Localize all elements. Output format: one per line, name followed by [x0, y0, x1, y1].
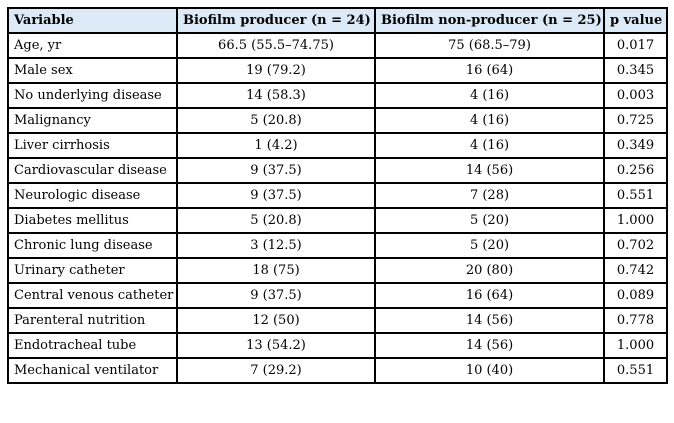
cell-producer: 12 (50) [176, 307, 376, 334]
table-row: Central venous catheter 9 (37.5) 16 (64)… [7, 282, 668, 309]
cell-non-producer: 4 (16) [374, 82, 605, 109]
cell-producer: 7 (29.2) [176, 357, 376, 384]
cell-variable: Chronic lung disease [7, 232, 178, 259]
table-row: Urinary catheter 18 (75) 20 (80) 0.742 [7, 257, 668, 284]
cell-non-producer: 10 (40) [374, 357, 605, 384]
cell-non-producer: 16 (64) [374, 282, 605, 309]
cell-producer: 3 (12.5) [176, 232, 376, 259]
cell-variable: Male sex [7, 57, 178, 84]
cell-variable: Parenteral nutrition [7, 307, 178, 334]
cell-producer: 66.5 (55.5–74.75) [176, 32, 376, 59]
cell-variable: Central venous catheter [7, 282, 178, 309]
cell-p-value: 0.742 [603, 257, 668, 284]
cell-non-producer: 4 (16) [374, 132, 605, 159]
table-row: Liver cirrhosis 1 (4.2) 4 (16) 0.349 [7, 132, 668, 159]
cell-non-producer: 14 (56) [374, 332, 605, 359]
cell-non-producer: 4 (16) [374, 107, 605, 134]
cell-non-producer: 16 (64) [374, 57, 605, 84]
cell-producer: 1 (4.2) [176, 132, 376, 159]
cell-p-value: 0.089 [603, 282, 668, 309]
cell-p-value: 0.017 [603, 32, 668, 59]
header-p-value: p value [603, 7, 668, 34]
cell-variable: Malignancy [7, 107, 178, 134]
cell-non-producer: 5 (20) [374, 232, 605, 259]
cell-variable: Age, yr [7, 32, 178, 59]
cell-p-value: 0.551 [603, 357, 668, 384]
cell-p-value: 0.778 [603, 307, 668, 334]
cell-producer: 9 (37.5) [176, 282, 376, 309]
table-row: Neurologic disease 9 (37.5) 7 (28) 0.551 [7, 182, 668, 209]
cell-producer: 5 (20.8) [176, 107, 376, 134]
cell-producer: 9 (37.5) [176, 182, 376, 209]
cell-producer: 18 (75) [176, 257, 376, 284]
table-row: Age, yr 66.5 (55.5–74.75) 75 (68.5–79) 0… [7, 32, 668, 59]
cell-non-producer: 20 (80) [374, 257, 605, 284]
cell-non-producer: 5 (20) [374, 207, 605, 234]
comparison-table: Variable Biofilm producer (n = 24) Biofi… [7, 7, 668, 384]
table-row: Malignancy 5 (20.8) 4 (16) 0.725 [7, 107, 668, 134]
header-biofilm-non-producer: Biofilm non-producer (n = 25) [374, 7, 605, 34]
cell-non-producer: 75 (68.5–79) [374, 32, 605, 59]
cell-p-value: 0.349 [603, 132, 668, 159]
cell-p-value: 0.256 [603, 157, 668, 184]
cell-variable: Urinary catheter [7, 257, 178, 284]
cell-producer: 9 (37.5) [176, 157, 376, 184]
cell-p-value: 0.003 [603, 82, 668, 109]
table-row: Diabetes mellitus 5 (20.8) 5 (20) 1.000 [7, 207, 668, 234]
cell-p-value: 1.000 [603, 207, 668, 234]
cell-non-producer: 14 (56) [374, 157, 605, 184]
cell-producer: 5 (20.8) [176, 207, 376, 234]
table-row: No underlying disease 14 (58.3) 4 (16) 0… [7, 82, 668, 109]
cell-p-value: 1.000 [603, 332, 668, 359]
table-row: Cardiovascular disease 9 (37.5) 14 (56) … [7, 157, 668, 184]
cell-producer: 13 (54.2) [176, 332, 376, 359]
table-row: Parenteral nutrition 12 (50) 14 (56) 0.7… [7, 307, 668, 334]
cell-producer: 14 (58.3) [176, 82, 376, 109]
cell-producer: 19 (79.2) [176, 57, 376, 84]
cell-p-value: 0.725 [603, 107, 668, 134]
header-biofilm-producer: Biofilm producer (n = 24) [176, 7, 376, 34]
table-row: Endotracheal tube 13 (54.2) 14 (56) 1.00… [7, 332, 668, 359]
cell-p-value: 0.702 [603, 232, 668, 259]
cell-non-producer: 14 (56) [374, 307, 605, 334]
cell-variable: Liver cirrhosis [7, 132, 178, 159]
cell-variable: Endotracheal tube [7, 332, 178, 359]
table-header-row: Variable Biofilm producer (n = 24) Biofi… [7, 7, 668, 34]
cell-non-producer: 7 (28) [374, 182, 605, 209]
cell-variable: Mechanical ventilator [7, 357, 178, 384]
table-row: Male sex 19 (79.2) 16 (64) 0.345 [7, 57, 668, 84]
cell-variable: Neurologic disease [7, 182, 178, 209]
cell-variable: Diabetes mellitus [7, 207, 178, 234]
table-container: Variable Biofilm producer (n = 24) Biofi… [7, 7, 668, 384]
table-row: Chronic lung disease 3 (12.5) 5 (20) 0.7… [7, 232, 668, 259]
cell-variable: Cardiovascular disease [7, 157, 178, 184]
header-variable: Variable [7, 7, 178, 34]
table-row: Mechanical ventilator 7 (29.2) 10 (40) 0… [7, 357, 668, 384]
cell-p-value: 0.345 [603, 57, 668, 84]
cell-p-value: 0.551 [603, 182, 668, 209]
cell-variable: No underlying disease [7, 82, 178, 109]
